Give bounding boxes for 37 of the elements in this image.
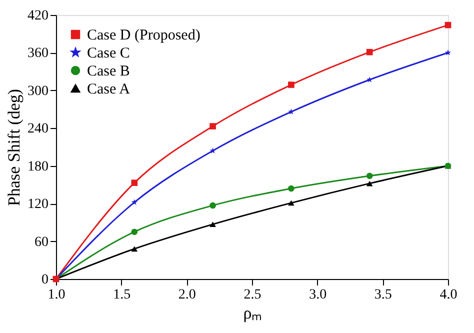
point — [444, 50, 452, 56]
point — [131, 228, 138, 236]
point — [210, 148, 216, 154]
legend-label: Case B — [87, 64, 130, 80]
x-axis-title: ρₘ — [243, 304, 262, 322]
x-tick-label: 3.0 — [309, 288, 327, 302]
point — [131, 246, 138, 252]
point — [131, 180, 138, 186]
y-tick-label: 360 — [28, 46, 48, 62]
y-tick-label: 300 — [28, 84, 48, 99]
x-tick-label: 1.0 — [48, 288, 66, 302]
point — [288, 185, 294, 192]
point — [444, 22, 452, 28]
point — [131, 199, 138, 205]
legend-label: Case A — [87, 82, 130, 98]
point — [366, 48, 373, 56]
legend-label: Case C — [87, 46, 130, 62]
y-tick-label: 180 — [28, 159, 48, 174]
x-tick-label: 2.5 — [244, 288, 262, 302]
y-tick-label: 60 — [34, 234, 48, 250]
y-axis-title: Phase Shift (deg) — [4, 88, 24, 206]
point — [210, 222, 216, 228]
x-tick-label: 4.0 — [440, 288, 458, 302]
x-tick-label: 3.5 — [374, 288, 392, 302]
point — [210, 123, 216, 130]
y-tick-label: 0 — [42, 272, 48, 288]
y-tick-label: 120 — [28, 197, 48, 212]
point — [288, 200, 294, 206]
y-tick-label: 240 — [28, 122, 48, 137]
y-tick-label: 420 — [28, 8, 48, 24]
legend-label: Case D (Proposed) — [87, 28, 200, 44]
x-tick-label: 2.0 — [178, 288, 196, 302]
x-tick-label: 1.5 — [113, 288, 131, 302]
point — [366, 180, 373, 186]
point — [210, 202, 216, 209]
point — [288, 82, 294, 88]
point — [366, 172, 373, 180]
